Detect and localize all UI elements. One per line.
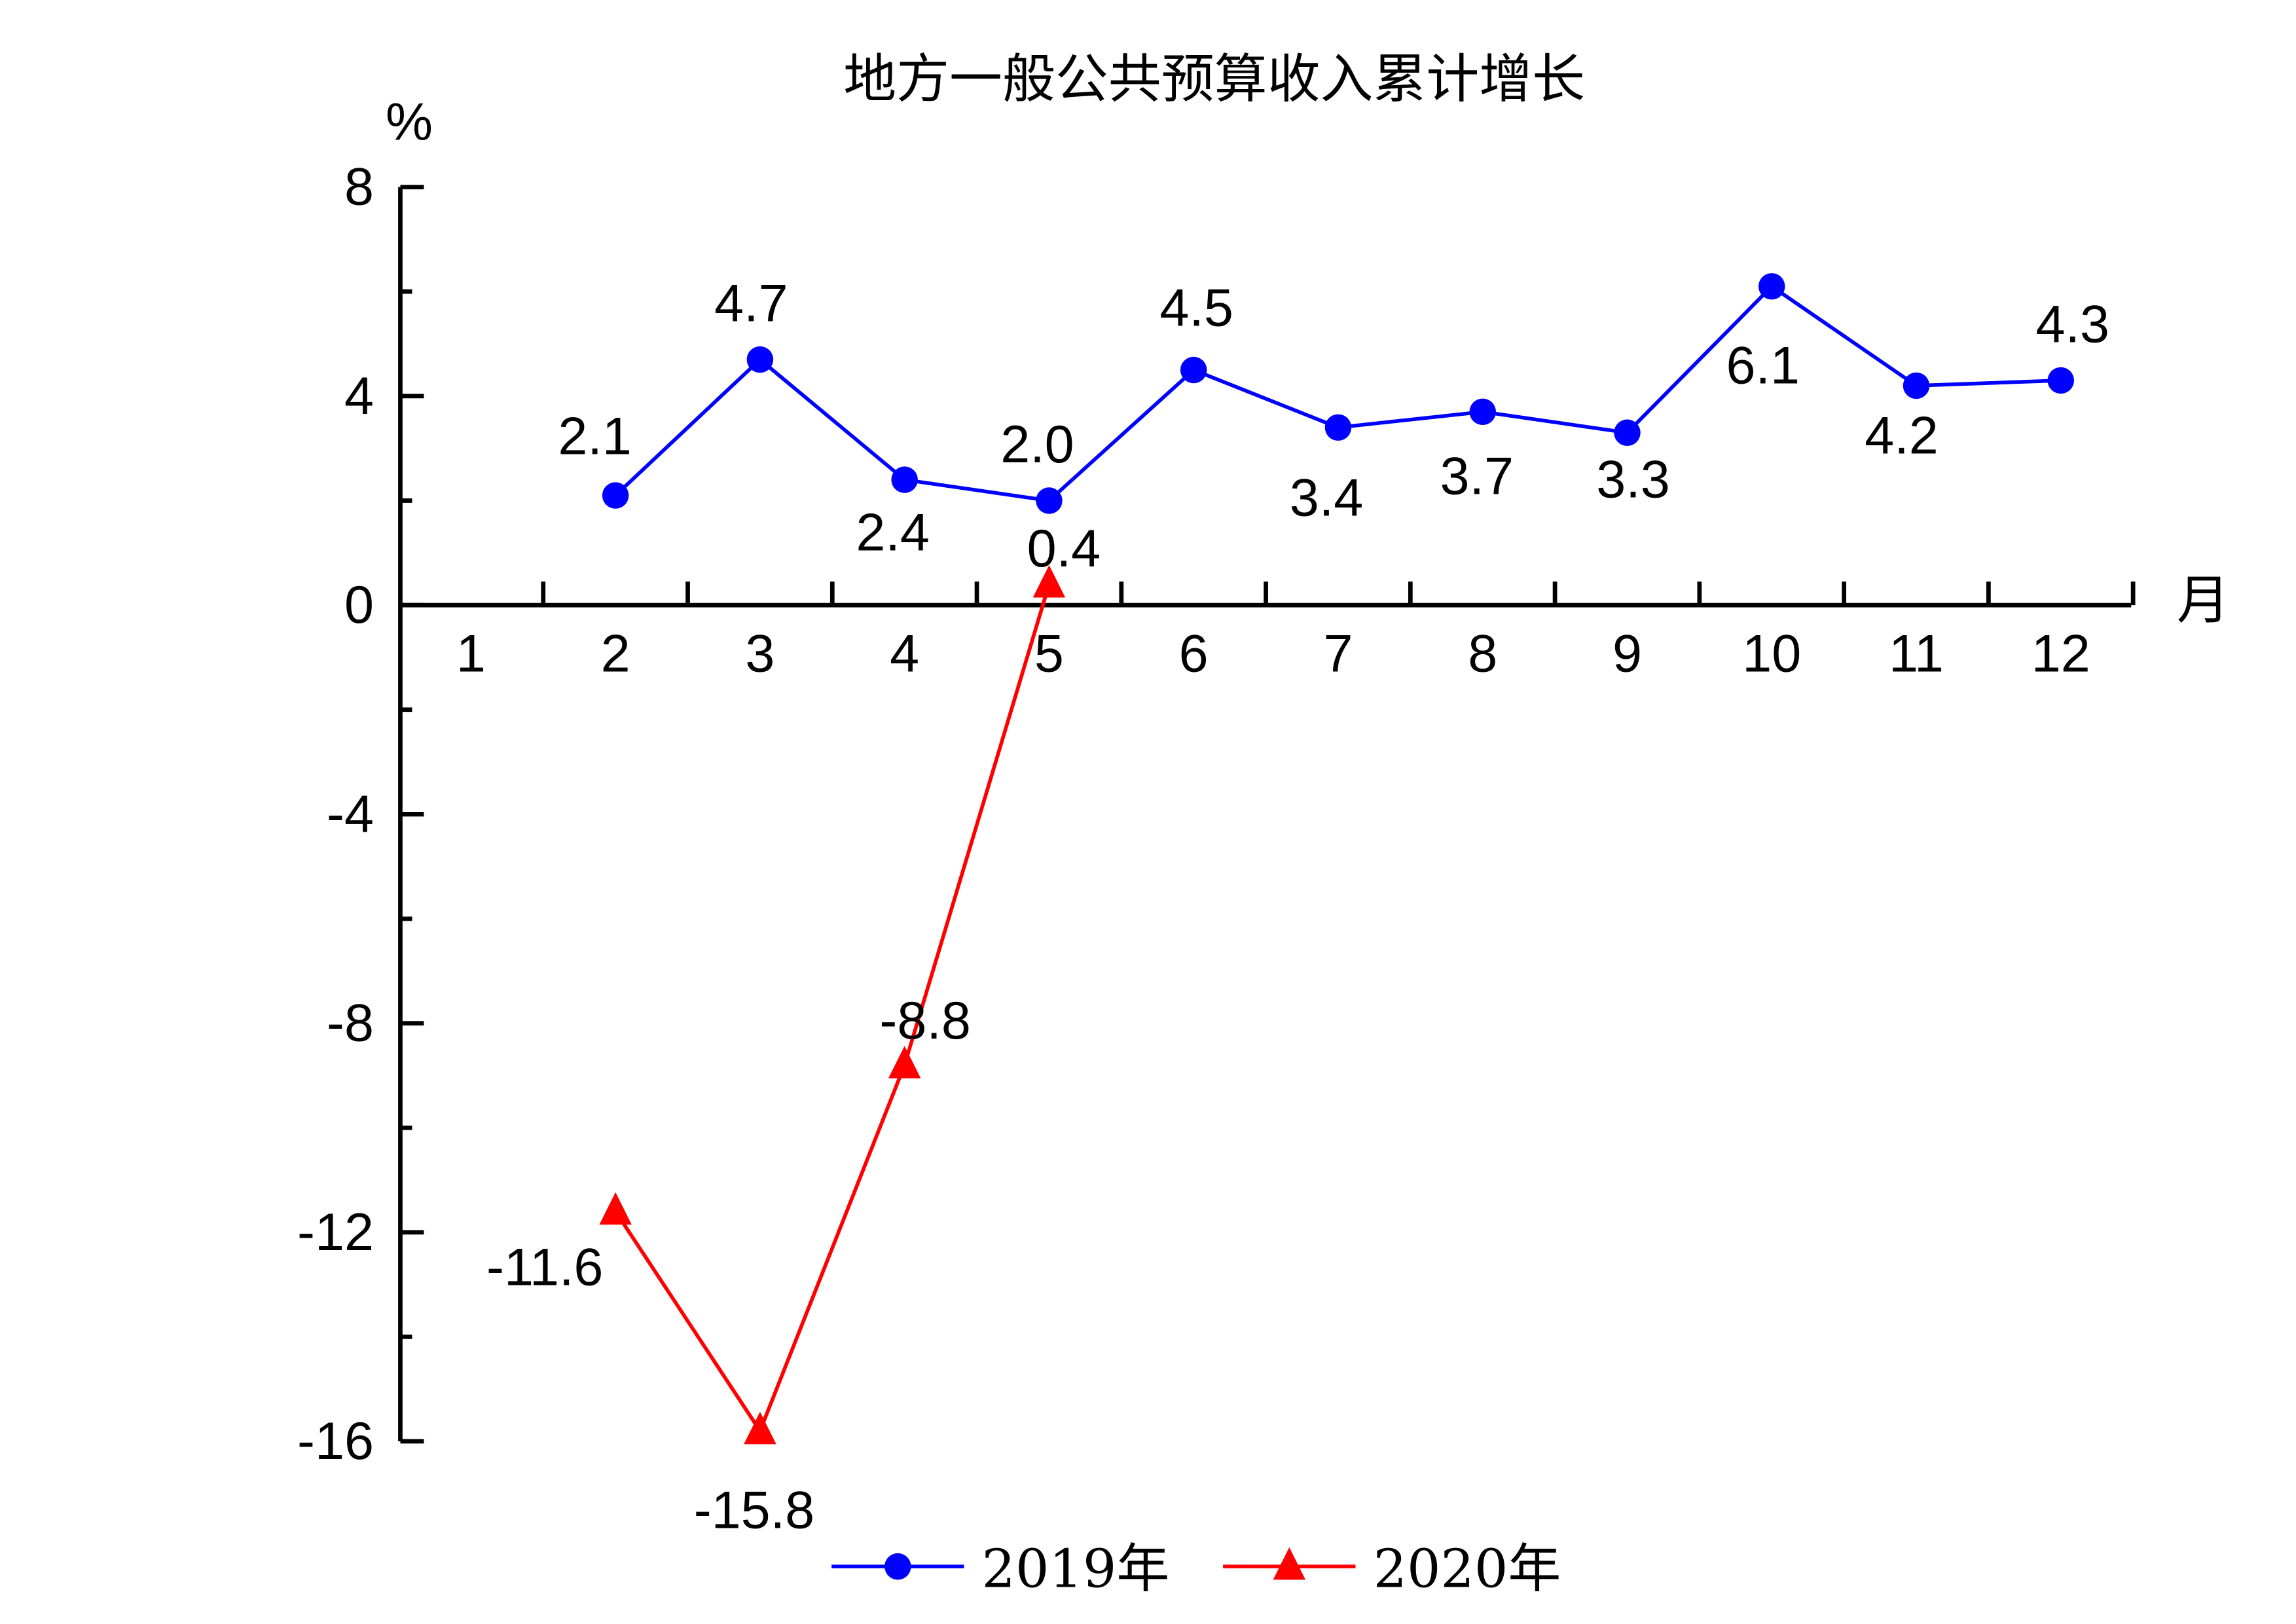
x-axis-label: 月 [2177,570,2230,631]
series-2019年: 2.1 4.7 2.4 2.0 4.5 3.4 3.7 3.3 6.1 4.2 4.3 [558,273,2109,563]
data-point [1469,398,1496,426]
data-point [602,482,629,509]
y-tick-label: 8 [344,158,374,217]
series-2020年: -11.6 -15.8 -8.8 0.4 [486,519,1101,1540]
data-label: -11.6 [486,1238,603,1297]
y-tick-label: -4 [327,784,374,843]
legend-label: 2020年 [1373,1539,1561,1600]
data-label: 4.7 [714,274,788,333]
x-tick-label: 7 [1323,624,1353,683]
data-point [744,1411,776,1445]
data-point [1758,273,1785,300]
data-point [746,346,774,373]
data-point [1324,414,1352,441]
data-label: 3.3 [1596,451,1670,509]
x-tick-label: 8 [1468,624,1497,683]
data-label: 3.7 [1440,447,1514,506]
data-label: 2.1 [558,407,631,466]
data-label: 2.4 [856,504,930,563]
legend: 2019年 2020年 [831,1539,1561,1600]
x-tick-label: 11 [1889,624,1944,683]
series-line [613,583,1051,1435]
x-tick-label: 10 [1742,624,1801,683]
y-tick-label: -12 [297,1203,374,1262]
data-point [599,1192,632,1225]
legend-label: 2019年 [981,1539,1169,1600]
y-tick-label: 0 [344,576,374,635]
legend-marker [1273,1547,1306,1580]
x-tick-label: 6 [1179,624,1209,683]
data-label: 4.5 [1159,279,1233,338]
data-point [1614,419,1641,447]
data-label: 6.1 [1726,337,1800,396]
x-tick-label: 5 [1034,624,1064,683]
y-tick-label: -8 [327,994,374,1053]
data-point [1036,487,1063,514]
data-label: 4.2 [1865,406,1939,465]
legend-marker [884,1553,911,1580]
y-axis-label: % [386,93,433,152]
data-label: 4.3 [2035,295,2109,354]
data-point [1903,372,1930,399]
x-tick-label: 3 [745,624,774,683]
data-point [1180,356,1207,384]
data-point [888,1046,921,1079]
data-label: -15.8 [694,1481,814,1540]
x-tick-label: 12 [2032,624,2090,683]
y-tick-label: 4 [344,367,374,426]
x-tick-label: 2 [601,624,630,683]
x-tick-label: 1 [456,624,486,683]
data-label: 3.4 [1290,469,1364,528]
y-tick-label: -16 [297,1412,374,1471]
x-tick-label: 9 [1613,624,1642,683]
data-label: 2.0 [1000,415,1074,474]
chart-title: 地方一般公共预算收入累计增长 [843,49,1585,111]
data-label: -8.8 [879,991,970,1050]
data-point [1032,564,1066,598]
data-point [891,466,918,493]
x-tick-label: 4 [890,624,919,683]
data-label: 0.4 [1027,519,1101,578]
data-point [2047,367,2074,394]
